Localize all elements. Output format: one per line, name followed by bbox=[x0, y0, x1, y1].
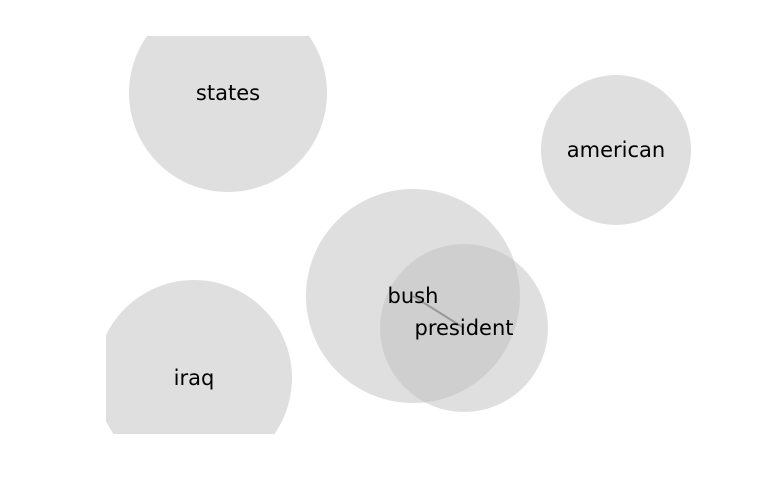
bubble-states bbox=[129, 36, 327, 192]
links-layer bbox=[412, 295, 465, 329]
link-bush-president bbox=[412, 295, 465, 329]
bubbles-layer bbox=[106, 36, 691, 434]
bubble-american bbox=[541, 75, 691, 225]
bubble-iraq bbox=[106, 280, 292, 434]
label-president: president bbox=[415, 316, 514, 340]
label-bush: bush bbox=[388, 284, 439, 308]
label-iraq: iraq bbox=[174, 366, 215, 390]
label-states: states bbox=[196, 81, 260, 105]
labels-layer: states american bush president iraq bbox=[174, 81, 666, 390]
plot-area: states american bush president iraq bbox=[106, 36, 691, 434]
label-american: american bbox=[567, 138, 665, 162]
